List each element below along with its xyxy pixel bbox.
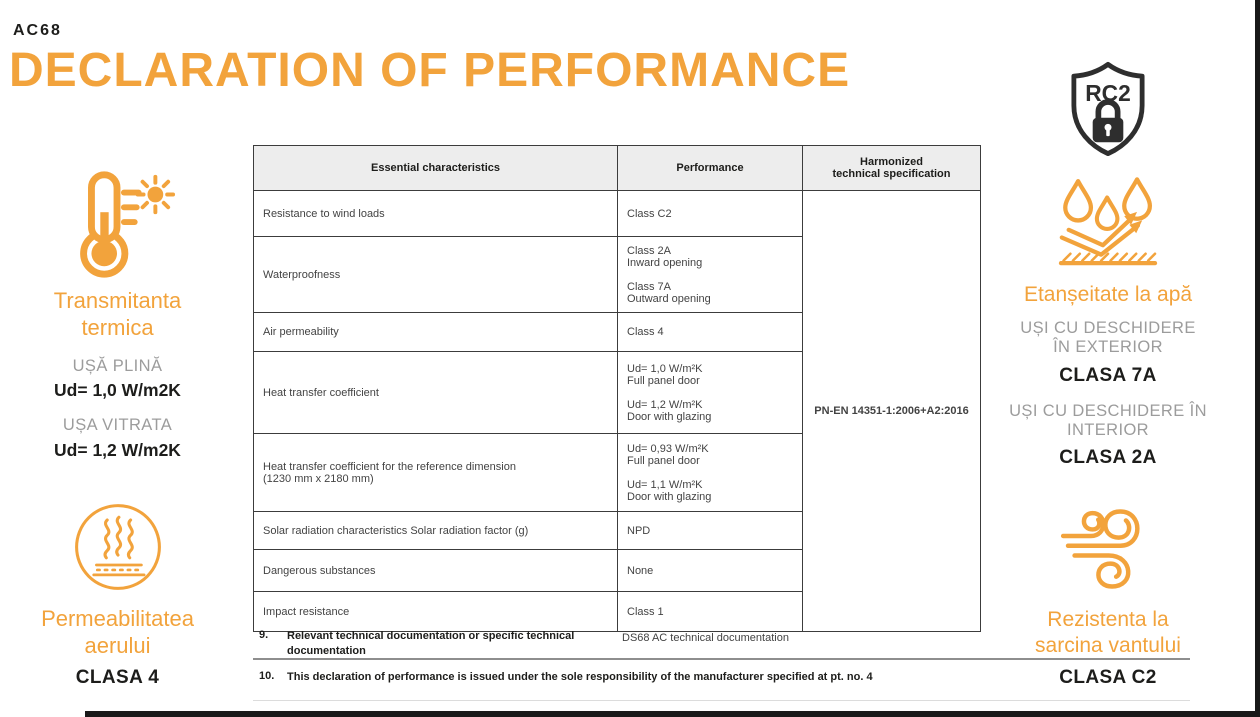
characteristic-cell: Solar radiation characteristics Solar ra… (253, 511, 618, 550)
outward-opening-label: UȘI CU DESCHIDERE ÎN EXTERIOR (1020, 318, 1196, 357)
performance-cell: Class 2A Inward opening Class 7A Outward… (617, 236, 803, 313)
air-permeability-title: Permeabilitatea aerului (41, 606, 194, 658)
performance-cell: NPD (617, 511, 803, 550)
note-value: DS68 AC technical documentation (622, 632, 789, 644)
table-row: Heat transfer coefficient for the refere… (253, 433, 981, 512)
header-performance: Performance (617, 145, 803, 191)
water-tightness-icon (1058, 177, 1158, 266)
table-row: Air permeability Class 4 (253, 312, 981, 352)
characteristic-cell: Dangerous substances (253, 549, 618, 592)
performance-cell: Ud= 0,93 W/m²K Full panel door Ud= 1,1 W… (617, 433, 803, 512)
characteristic-cell: Resistance to wind loads (253, 190, 618, 237)
full-door-value: Ud= 1,0 W/m2K (54, 380, 181, 401)
characteristic-cell: Air permeability (253, 312, 618, 352)
note-label: This declaration of performance is issue… (287, 671, 873, 683)
table-row: Dangerous substances None (253, 549, 981, 592)
wind-resistance-class: CLASA C2 (1059, 667, 1157, 689)
wind-resistance-title: Rezistenta la sarcina vantului (1035, 608, 1181, 657)
water-tightness-section: RC2 Etanșeitate la apă UȘI CU DESCHIDERE… (1008, 60, 1208, 469)
table-row: Impact resistance Class 1 (253, 591, 981, 632)
table-row: Waterproofness Class 2A Inward opening C… (253, 236, 981, 313)
inward-opening-class: CLASA 2A (1059, 447, 1157, 469)
notes-separator-line (253, 658, 1190, 660)
characteristic-cell: Waterproofness (253, 236, 618, 313)
performance-table: Essential characteristics Performance Ha… (253, 145, 981, 632)
performance-cell: Ud= 1,0 W/m²K Full panel door Ud= 1,2 W/… (617, 351, 803, 434)
characteristic-cell: Heat transfer coefficient (253, 351, 618, 434)
characteristic-cell: Heat transfer coefficient for the refere… (253, 433, 618, 512)
glazed-door-label: UȘA VITRATA (62, 416, 173, 435)
outward-opening-class: CLASA 7A (1059, 364, 1157, 386)
wind-resistance-section: Rezistenta la sarcina vantului CLASA C2 (1008, 503, 1208, 689)
note-label: Relevant technical documentation or spec… (287, 630, 575, 657)
wind-icon (1060, 509, 1140, 589)
characteristic-cell: Impact resistance (253, 591, 618, 632)
full-door-label: UȘĂ PLINĂ (72, 356, 163, 375)
note-number: 10. (259, 670, 275, 682)
inward-opening-label: UȘI CU DESCHIDERE ÎN INTERIOR (1009, 401, 1207, 440)
header-harmonized-spec: Harmonized technical specification (802, 145, 981, 191)
thermometer-sun-icon (79, 171, 175, 278)
note-row-9: 9. Relevant technical documentation or s… (253, 629, 1190, 659)
bottom-separator-line (253, 700, 1190, 701)
note-number: 9. (259, 629, 269, 641)
performance-cell: None (617, 549, 803, 592)
bottom-edge-bar (85, 711, 1260, 717)
glazed-door-value: Ud= 1,2 W/m2K (54, 439, 181, 460)
air-permeability-section: Permeabilitatea aerului CLASA 4 (10, 502, 225, 689)
performance-cell: Class 1 (617, 591, 803, 632)
table-header-row: Essential characteristics Performance Ha… (253, 145, 981, 191)
thermal-transmittance-section: Transmitanta termica UȘĂ PLINĂ Ud= 1,0 W… (10, 168, 225, 461)
thermal-title-text: Transmitanta termica (53, 288, 182, 340)
table-row: Solar radiation characteristics Solar ra… (253, 511, 981, 550)
performance-cell: Class C2 (617, 190, 803, 237)
water-tightness-title: Etanșeitate la apă (1023, 283, 1193, 306)
performance-cell: Class 4 (617, 312, 803, 352)
rc2-security-shield-icon: RC2 (1071, 61, 1145, 157)
table-row: Heat transfer coefficient Ud= 1,0 W/m²K … (253, 351, 981, 434)
air-permeability-class: CLASA 4 (75, 666, 160, 688)
note-row-10: 10. This declaration of performance is i… (253, 670, 1190, 685)
harmonized-spec-cell: PN-EN 14351-1:2006+A2:2016 (802, 190, 981, 632)
air-permeability-icon (74, 504, 161, 590)
right-edge-bar (1255, 0, 1260, 717)
product-code: AC68 (13, 22, 62, 39)
table-row: Resistance to wind loads Class C2 PN-EN … (253, 190, 981, 632)
header-essential-characteristics: Essential characteristics (253, 145, 618, 191)
page-title: DECLARATION OF PERFORMANCE (9, 44, 851, 97)
